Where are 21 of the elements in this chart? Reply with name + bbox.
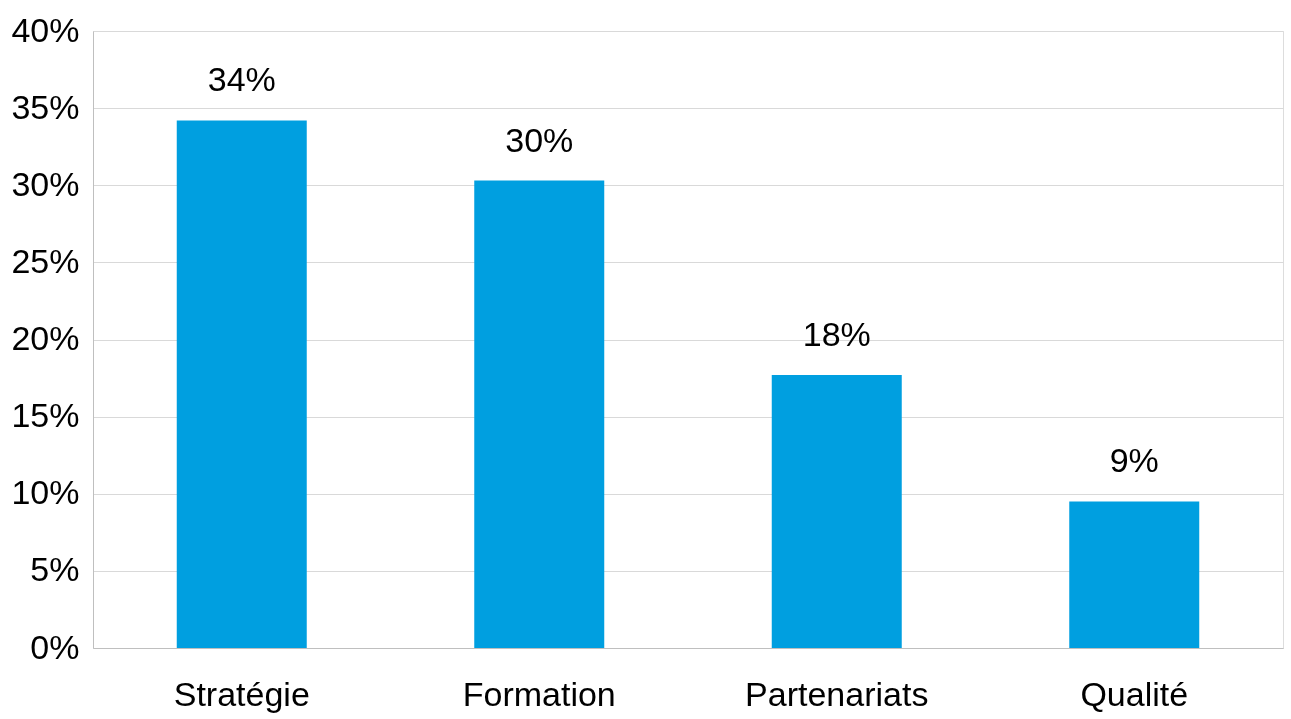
bar	[771, 374, 902, 648]
bar	[1069, 501, 1200, 648]
data-label: 34%	[207, 60, 276, 99]
y-tick-label: 35%	[11, 87, 80, 126]
x-tick-label: Stratégie	[173, 674, 310, 713]
y-tick-label: 15%	[11, 396, 80, 435]
y-tick-label: 20%	[11, 319, 80, 357]
y-tick-label: 40%	[11, 10, 80, 49]
y-tick-label: 30%	[11, 164, 80, 203]
bar	[176, 120, 307, 648]
y-tick-label: 0%	[30, 627, 80, 666]
data-label: 30%	[505, 120, 574, 159]
y-tick-label: 10%	[11, 473, 80, 512]
bar	[474, 180, 605, 648]
x-tick-label: Formation	[462, 674, 616, 713]
x-tick-label: Partenariats	[745, 674, 929, 713]
y-tick-label: 5%	[30, 550, 80, 589]
data-label: 9%	[1109, 441, 1159, 480]
data-label: 18%	[802, 314, 871, 353]
y-tick-label: 25%	[11, 241, 80, 280]
x-tick-label: Qualité	[1080, 674, 1189, 713]
